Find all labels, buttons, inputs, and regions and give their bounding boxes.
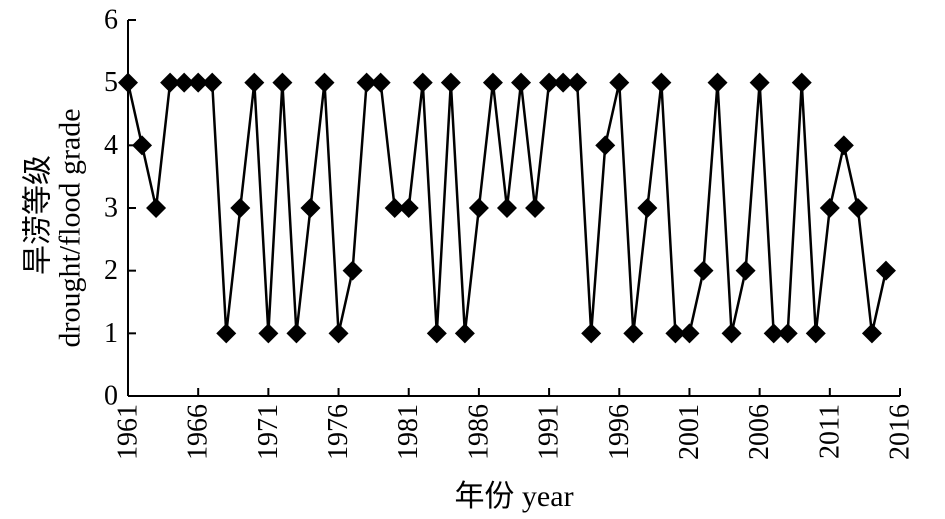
data-point	[258, 323, 279, 344]
data-point	[174, 72, 195, 93]
y-tick-label: 5	[104, 67, 118, 98]
data-point	[412, 72, 433, 93]
x-tick-label: 2006	[744, 404, 775, 460]
data-point	[875, 260, 896, 281]
data-point	[567, 72, 588, 93]
x-tick-label: 1991	[534, 404, 565, 460]
data-point	[553, 72, 574, 93]
data-point	[707, 72, 728, 93]
data-point	[833, 135, 854, 156]
data-point	[679, 323, 700, 344]
x-tick-label: 1966	[183, 404, 214, 460]
data-point	[356, 72, 377, 93]
data-point	[342, 260, 363, 281]
data-point	[721, 323, 742, 344]
x-tick-label: 1996	[604, 404, 635, 460]
data-point	[328, 323, 349, 344]
data-point	[763, 323, 784, 344]
x-tick-label: 2016	[885, 404, 916, 460]
data-point	[300, 198, 321, 218]
data-point	[861, 323, 882, 344]
data-point	[440, 72, 461, 93]
data-point	[749, 72, 770, 93]
data-point	[609, 72, 630, 93]
data-point	[777, 323, 798, 344]
x-tick-label: 1971	[253, 404, 284, 460]
x-tick-label: 1981	[393, 404, 424, 460]
data-point	[286, 323, 307, 344]
y-axis-title-line: drought/flood grade	[54, 108, 87, 347]
data-point	[623, 323, 644, 344]
data-point	[230, 198, 251, 218]
y-axis-title-line: 旱涝等级	[22, 155, 55, 275]
data-point	[398, 198, 419, 218]
tick-labels: 0 1 2 3 4 5 6 1961 1966 1971 1976 1981 1986 1991 1996 2…	[104, 5, 916, 461]
markers	[118, 72, 896, 344]
data-point	[637, 198, 658, 218]
data-point	[118, 72, 138, 93]
data-point	[693, 260, 714, 281]
data-point	[468, 198, 489, 218]
y-tick-label: 1	[104, 318, 118, 349]
data-point	[146, 198, 167, 218]
x-tick-label: 2001	[674, 404, 705, 460]
ticks	[127, 19, 901, 397]
data-point	[511, 72, 532, 93]
data-point	[805, 323, 826, 344]
x-tick-label: 2011	[814, 404, 845, 459]
data-point	[426, 323, 447, 344]
data-point	[384, 198, 405, 218]
data-point	[735, 260, 756, 281]
data-point	[160, 72, 181, 93]
data-point	[244, 72, 265, 93]
data-point	[819, 198, 840, 218]
data-point	[314, 72, 335, 93]
data-point	[791, 72, 812, 93]
data-point	[581, 323, 602, 344]
data-point	[847, 198, 868, 218]
x-tick-label: 1961	[113, 404, 144, 460]
y-tick-label: 6	[104, 5, 118, 36]
data-point	[496, 198, 517, 218]
data-point	[202, 72, 223, 93]
data-point	[132, 135, 153, 156]
y-tick-label: 3	[104, 193, 118, 224]
data-point	[651, 72, 672, 93]
y-axis-title: 旱涝等级 drought/flood grade	[22, 108, 87, 347]
data-point	[216, 323, 237, 344]
data-point	[454, 323, 475, 344]
data-point	[539, 72, 560, 93]
data-point	[665, 323, 686, 344]
y-tick-label: 2	[104, 255, 118, 286]
x-tick-label: 1986	[463, 404, 494, 460]
x-tick-label: 1976	[323, 404, 354, 460]
data-point	[272, 72, 293, 93]
y-tick-label: 0	[104, 381, 118, 412]
data-point	[370, 72, 391, 93]
x-axis-title: 年份 year	[454, 480, 573, 513]
data-point	[482, 72, 503, 93]
data-point	[188, 72, 209, 93]
data-point	[595, 135, 616, 156]
data-point	[525, 198, 546, 218]
y-tick-label: 4	[104, 130, 118, 161]
